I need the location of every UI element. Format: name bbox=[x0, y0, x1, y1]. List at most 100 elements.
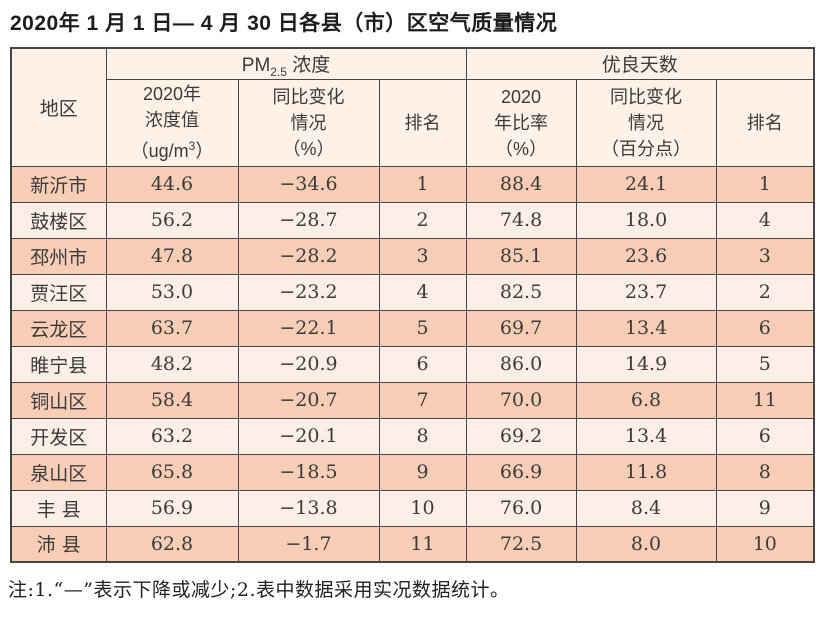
cell-pm-rank: 10 bbox=[378, 489, 467, 527]
pm25-label-subscript: 2.5 bbox=[270, 64, 287, 79]
cell-good-ratio: 82.5 bbox=[465, 273, 577, 311]
cell-pm-rank: 5 bbox=[378, 309, 467, 347]
cell-pm-rank: 7 bbox=[378, 381, 467, 419]
cell-pm-value: 48.2 bbox=[105, 345, 239, 383]
cell-pm-value: 58.4 bbox=[105, 381, 239, 419]
table-row: 新沂市 44.6 −34.6 1 88.4 24.1 1 bbox=[10, 165, 815, 203]
table-row: 鼓楼区 56.2 −28.7 2 74.8 18.0 4 bbox=[10, 201, 815, 239]
good-change-line1: 同比变化 bbox=[610, 86, 683, 107]
cell-pm-rank: 6 bbox=[378, 345, 467, 383]
cell-pm-change: −22.1 bbox=[237, 309, 380, 347]
cell-good-change: 18.0 bbox=[575, 201, 717, 239]
cell-region: 睢宁县 bbox=[10, 345, 107, 383]
cell-pm-change: −34.6 bbox=[237, 165, 380, 203]
cell-pm-change: −20.7 bbox=[237, 381, 380, 419]
pm-change-line1: 同比变化 bbox=[272, 86, 345, 107]
cell-good-rank: 4 bbox=[715, 201, 815, 239]
cell-good-rank: 9 bbox=[715, 489, 815, 527]
column-header-good-rank: 排名 bbox=[715, 78, 815, 167]
column-header-good-ratio: 2020 年比率 （%） bbox=[465, 78, 577, 167]
cell-good-ratio: 74.8 bbox=[465, 201, 577, 239]
table-body: 新沂市 44.6 −34.6 1 88.4 24.1 1 鼓楼区 56.2 −28.7 2 74.8 1… bbox=[10, 165, 815, 563]
header-sub-row: 2020年 浓度值 （ug/m3） 同比变化 情况 （%） 排名 2020 年比… bbox=[11, 78, 815, 167]
cell-good-ratio: 69.2 bbox=[465, 417, 577, 455]
cell-good-ratio: 88.4 bbox=[465, 165, 577, 203]
cell-good-rank: 3 bbox=[715, 237, 815, 275]
table-row: 泉山区 65.8 −18.5 9 66.9 11.8 8 bbox=[10, 453, 815, 491]
good-ratio-line3: （%） bbox=[495, 138, 548, 159]
column-group-pm25: PM2.5 浓度 bbox=[105, 47, 467, 80]
cell-good-ratio: 70.0 bbox=[465, 381, 577, 419]
column-header-region: 地区 bbox=[10, 47, 107, 167]
cell-pm-change: −23.2 bbox=[237, 273, 380, 311]
cell-region: 泉山区 bbox=[10, 453, 107, 491]
page-title: 2020年 1 月 1 日— 4 月 30 日各县（市）区空气质量情况 bbox=[10, 12, 558, 35]
good-change-line3: （百分点） bbox=[601, 138, 692, 159]
cell-pm-rank: 3 bbox=[378, 237, 467, 275]
cell-good-rank: 6 bbox=[715, 309, 815, 347]
cell-pm-value: 56.9 bbox=[105, 489, 239, 527]
cell-region: 开发区 bbox=[10, 417, 107, 455]
cell-pm-value: 47.8 bbox=[105, 237, 239, 275]
table-row: 云龙区 63.7 −22.1 5 69.7 13.4 6 bbox=[10, 309, 815, 347]
cell-good-ratio: 69.7 bbox=[465, 309, 577, 347]
cell-pm-change: −28.2 bbox=[237, 237, 380, 275]
cell-region: 丰 县 bbox=[10, 489, 107, 527]
cell-good-ratio: 72.5 bbox=[465, 525, 577, 563]
cell-good-change: 14.9 bbox=[575, 345, 717, 383]
table-row: 邳州市 47.8 −28.2 3 85.1 23.6 3 bbox=[10, 237, 815, 275]
cell-pm-change: −20.1 bbox=[237, 417, 380, 455]
cell-good-ratio: 66.9 bbox=[465, 453, 577, 491]
cell-pm-value: 44.6 bbox=[105, 165, 239, 203]
column-header-pm-value: 2020年 浓度值 （ug/m3） bbox=[105, 78, 239, 167]
pm-change-line2: 情况 bbox=[290, 112, 327, 133]
cell-good-change: 13.4 bbox=[575, 309, 717, 347]
table-row: 贾汪区 53.0 −23.2 4 82.5 23.7 2 bbox=[10, 273, 815, 311]
cell-good-rank: 1 bbox=[715, 165, 815, 203]
cell-good-change: 8.4 bbox=[575, 489, 717, 527]
table-row: 丰 县 56.9 −13.8 10 76.0 8.4 9 bbox=[10, 489, 815, 527]
pm-value-line1: 2020年 bbox=[142, 84, 202, 105]
cell-pm-value: 63.2 bbox=[105, 417, 239, 455]
cell-good-change: 13.4 bbox=[575, 417, 717, 455]
cell-good-change: 23.7 bbox=[575, 273, 717, 311]
cell-pm-change: −28.7 bbox=[237, 201, 380, 239]
cell-pm-rank: 11 bbox=[378, 525, 467, 563]
table-header: 地区 PM2.5 浓度 优良天数 2020年 浓度值 （ug/m3） 同比变化 … bbox=[10, 47, 815, 167]
cell-pm-value: 53.0 bbox=[105, 273, 239, 311]
column-header-good-change: 同比变化 情况 （百分点） bbox=[575, 78, 717, 167]
cell-good-rank: 11 bbox=[715, 381, 815, 419]
cell-pm-rank: 4 bbox=[378, 273, 467, 311]
cell-region: 沛 县 bbox=[10, 525, 107, 563]
cell-good-change: 24.1 bbox=[575, 165, 717, 203]
cell-pm-rank: 8 bbox=[378, 417, 467, 455]
cell-region: 邳州市 bbox=[10, 237, 107, 275]
cell-good-change: 23.6 bbox=[575, 237, 717, 275]
cell-good-change: 6.8 bbox=[575, 381, 717, 419]
cubic-meter-superscript: 3 bbox=[188, 139, 196, 154]
cell-pm-change: −1.7 bbox=[237, 525, 380, 563]
cell-pm-value: 65.8 bbox=[105, 453, 239, 491]
pm-change-line3: （%） bbox=[282, 138, 335, 159]
cell-good-rank: 10 bbox=[715, 525, 815, 563]
cell-region: 新沂市 bbox=[10, 165, 107, 203]
cell-region: 云龙区 bbox=[10, 309, 107, 347]
cell-pm-value: 62.8 bbox=[105, 525, 239, 563]
column-group-good-days: 优良天数 bbox=[465, 47, 815, 80]
cell-good-change: 8.0 bbox=[575, 525, 717, 563]
cell-good-rank: 8 bbox=[715, 453, 815, 491]
pm-value-line2: 浓度值 bbox=[145, 110, 199, 131]
good-change-line2: 情况 bbox=[628, 112, 665, 133]
cell-pm-rank: 2 bbox=[378, 201, 467, 239]
good-ratio-line2: 年比率 bbox=[494, 112, 549, 133]
pm-value-line3: （ug/m3） bbox=[130, 139, 214, 162]
table-row: 睢宁县 48.2 −20.9 6 86.0 14.9 5 bbox=[10, 345, 815, 383]
footnote: 注:1.“—”表示下降或减少;2.表中数据采用实况数据统计。 bbox=[8, 579, 510, 602]
cell-pm-rank: 9 bbox=[378, 453, 467, 491]
cell-pm-value: 63.7 bbox=[105, 309, 239, 347]
header-group-row: 地区 PM2.5 浓度 优良天数 bbox=[10, 47, 815, 167]
cell-good-ratio: 86.0 bbox=[465, 345, 577, 383]
good-ratio-line1: 2020 bbox=[501, 86, 542, 107]
cell-good-change: 11.8 bbox=[575, 453, 717, 491]
cell-good-rank: 5 bbox=[715, 345, 815, 383]
